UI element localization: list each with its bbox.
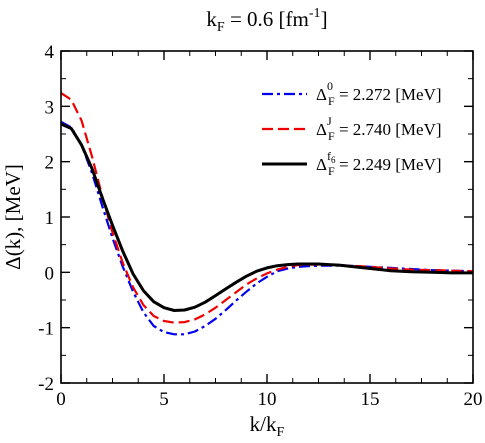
x-tick-label: 20 bbox=[464, 389, 483, 410]
plot-area bbox=[60, 92, 474, 336]
x-tick-label: 0 bbox=[56, 389, 66, 410]
y-tick-label: 1 bbox=[45, 208, 55, 229]
y-tick-label: 3 bbox=[45, 97, 55, 118]
series-line-1 bbox=[60, 120, 474, 336]
chart-title: kF = 0.6 [fm-1] bbox=[206, 6, 327, 35]
y-tick-label: -2 bbox=[38, 374, 54, 395]
y-tick-label: 0 bbox=[45, 263, 55, 284]
series-line-3 bbox=[60, 122, 473, 312]
legend-label-3: Δf6 F = 2.249 [MeV] bbox=[316, 149, 442, 178]
y-tick-label: 2 bbox=[45, 153, 55, 174]
legend-label-2: ΔJ F = 2.740 [MeV] bbox=[316, 114, 442, 143]
y-tick-label: -1 bbox=[38, 319, 54, 340]
x-axis-label: k/kF bbox=[250, 412, 285, 440]
y-tick-label: 4 bbox=[45, 42, 55, 63]
x-tick-label: 10 bbox=[258, 389, 277, 410]
legend-label-1: Δ0 F = 2.272 [MeV] bbox=[316, 79, 442, 108]
axis-ticks: 0 5 10 15 20 -2 -1 0 1 2 3 4 bbox=[38, 42, 482, 410]
x-tick-label: 5 bbox=[159, 389, 169, 410]
y-axis-label: Δ(k), [MeV] bbox=[1, 164, 25, 270]
legend: Δ0 F = 2.272 [MeV] ΔJ F = 2.740 [MeV] Δf6 F =… bbox=[262, 79, 442, 178]
x-tick-label: 15 bbox=[361, 389, 380, 410]
